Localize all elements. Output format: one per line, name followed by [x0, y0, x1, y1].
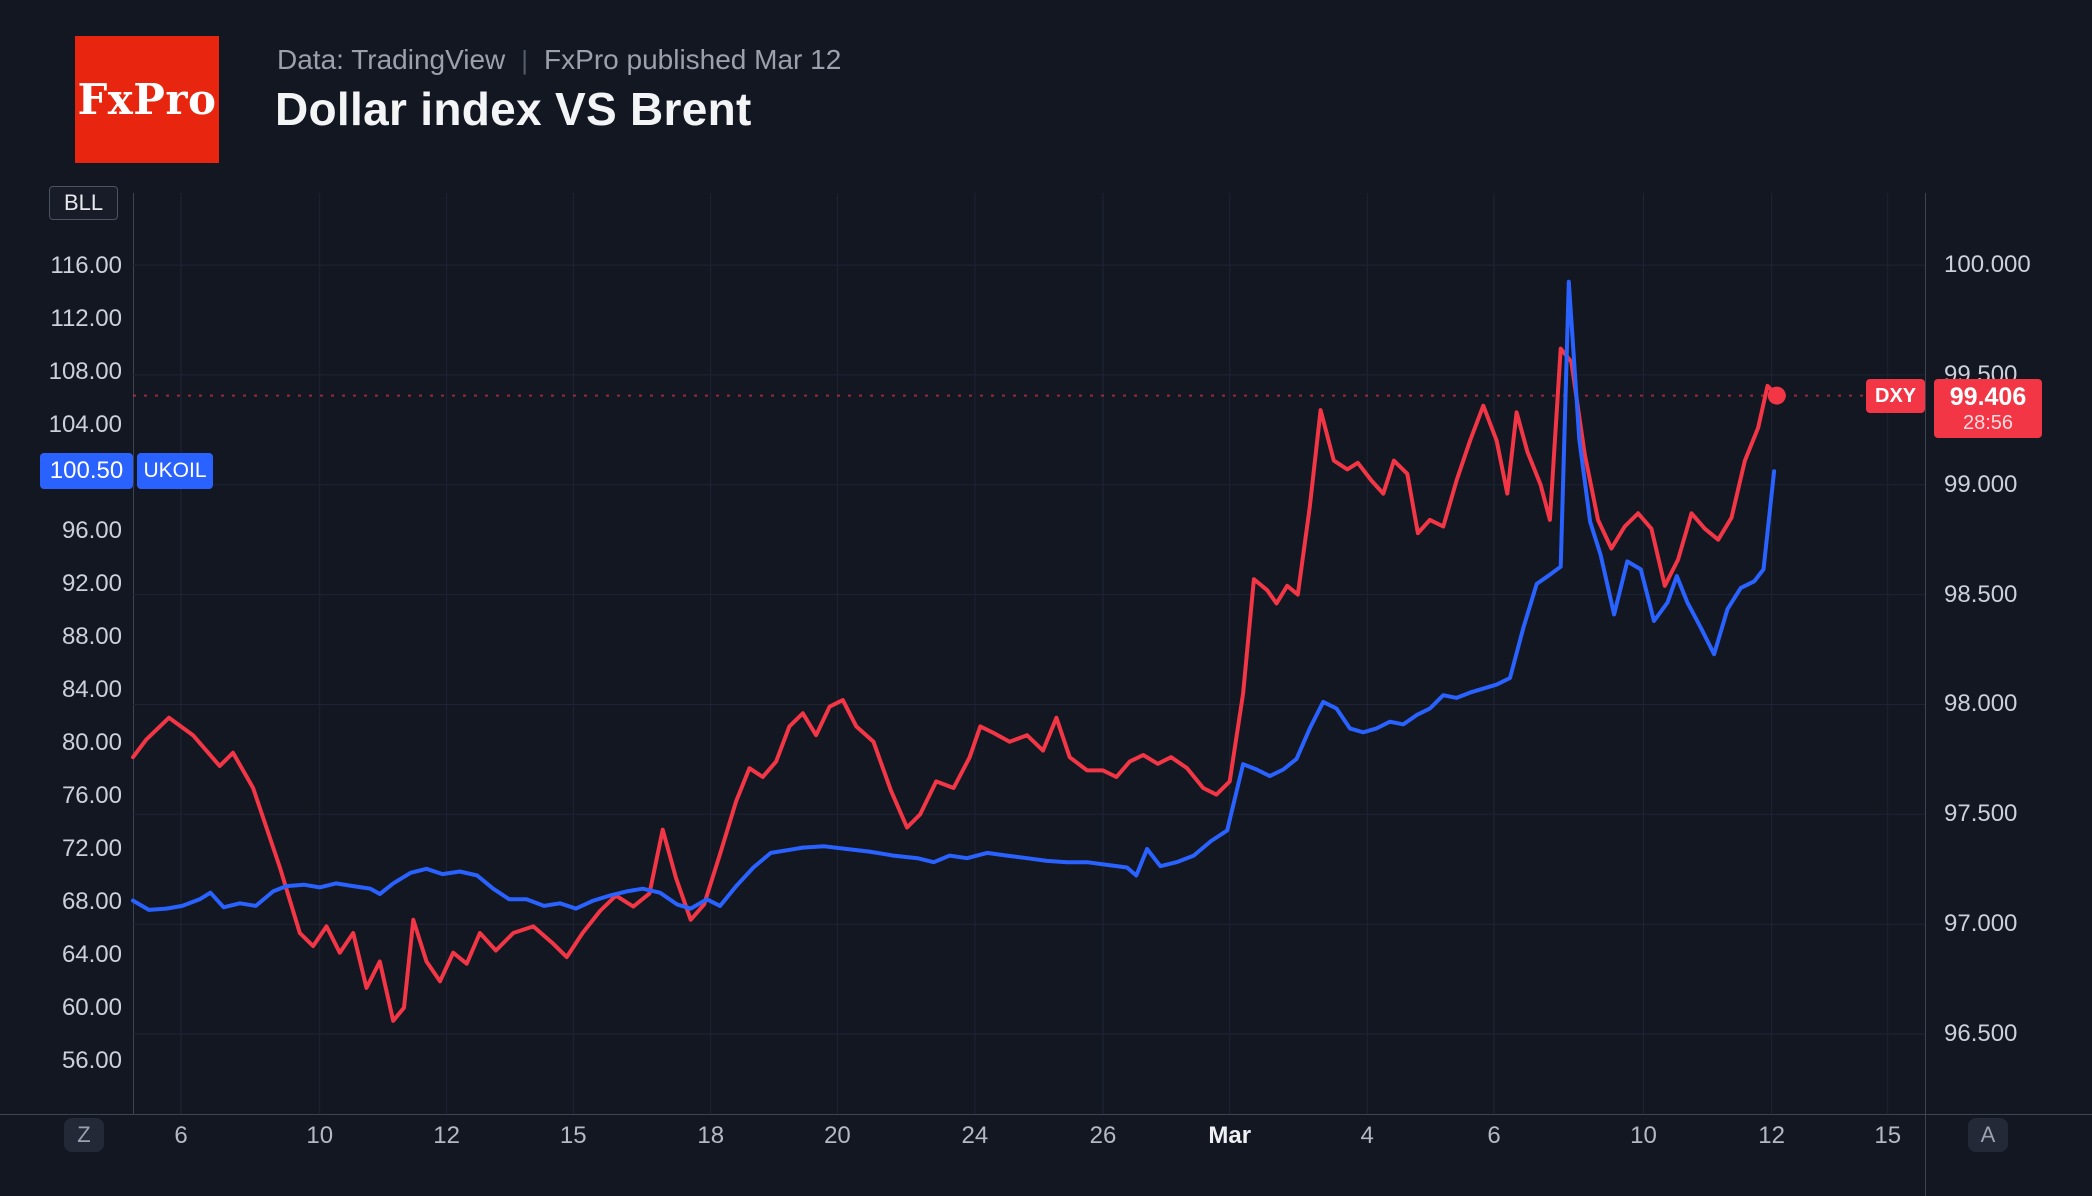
- y-axis-label-left: 56.00: [61, 1046, 122, 1074]
- y-axis-label-left: 68.00: [61, 887, 122, 915]
- gridlines: [133, 193, 1925, 1114]
- y-axis-label-left: 112.00: [50, 304, 122, 332]
- ukoil-symbol-tag: UKOIL: [137, 453, 213, 490]
- y-axis-label-right: 97.500: [1944, 800, 2018, 828]
- page-title: Dollar index VS Brent: [275, 83, 752, 135]
- dxy-price-label: 99.406 28:56: [1934, 378, 2042, 438]
- y-axis-label-left: 96.00: [61, 516, 122, 544]
- timezone-button[interactable]: Z: [64, 1118, 104, 1152]
- divider: |: [521, 44, 529, 75]
- x-axis-label: 12: [433, 1122, 460, 1149]
- series-line-dxy: [131, 346, 1779, 1023]
- y-axis-label-left: 76.00: [61, 781, 122, 809]
- time-axis-border: [0, 1114, 2092, 1115]
- y-axis-label-left: 60.00: [61, 993, 122, 1021]
- y-axis-label-left: 84.00: [61, 675, 122, 703]
- y-axis-label-left: 80.00: [61, 728, 122, 756]
- fxpro-logo: FxPro: [75, 36, 219, 163]
- y-axis-label-left: 92.00: [61, 569, 122, 597]
- left-axis-border: [133, 193, 134, 1114]
- x-axis-label: 24: [961, 1122, 989, 1149]
- x-axis-label: 10: [1630, 1122, 1657, 1149]
- y-axis-label-right: 96.500: [1944, 1020, 2018, 1048]
- data-source-text: Data: TradingView: [277, 44, 506, 75]
- y-axis-label-left: 88.00: [61, 622, 122, 650]
- y-axis-label-left: 64.00: [61, 940, 122, 968]
- y-axis-label-left: 104.00: [48, 410, 122, 438]
- y-axis-label-right: 100.000: [1944, 251, 2031, 279]
- dxy-last-price-dot: [1767, 386, 1786, 405]
- x-axis-label: 20: [824, 1122, 851, 1149]
- y-axis-label-right: 98.000: [1944, 690, 2018, 718]
- y-axis-label-right: 97.000: [1944, 910, 2018, 938]
- x-axis-label: 6: [174, 1122, 188, 1149]
- fxpro-logo-text: FxPro: [77, 75, 217, 124]
- y-axis-label-left: 72.00: [61, 834, 122, 862]
- auto-scale-button[interactable]: A: [1968, 1118, 2008, 1152]
- x-axis-label: 18: [697, 1122, 725, 1149]
- x-axis-label: 12: [1758, 1122, 1785, 1149]
- x-axis-label: 15: [559, 1122, 587, 1149]
- x-axis-label: 15: [1874, 1122, 1902, 1149]
- dxy-symbol-tag: DXY: [1866, 378, 1926, 413]
- source-line: Data: TradingView | FxPro published Mar …: [277, 44, 841, 76]
- y-axis-label-right: 98.500: [1944, 580, 2018, 608]
- x-axis-label: 6: [1487, 1122, 1501, 1149]
- x-axis-label: Mar: [1208, 1122, 1252, 1149]
- y-axis-label-left: 108.00: [48, 357, 122, 385]
- y-axis-label-left: 116.00: [50, 251, 122, 279]
- dxy-last-price: 99.406: [1949, 382, 2027, 411]
- symbol-badge[interactable]: BLL: [49, 186, 119, 220]
- price-chart-plot[interactable]: [131, 193, 1925, 1114]
- series-line-ukoil: [131, 279, 1777, 912]
- published-date-text: FxPro published Mar 12: [544, 44, 842, 75]
- x-axis-label: 4: [1360, 1122, 1374, 1149]
- ukoil-price-tag: 100.50: [40, 453, 133, 490]
- x-axis-label: 10: [306, 1122, 334, 1149]
- dxy-countdown: 28:56: [1962, 411, 2014, 434]
- y-axis-label-right: 99.000: [1944, 470, 2018, 498]
- right-axis-border: [1925, 193, 1926, 1196]
- x-axis-label: 26: [1089, 1122, 1117, 1149]
